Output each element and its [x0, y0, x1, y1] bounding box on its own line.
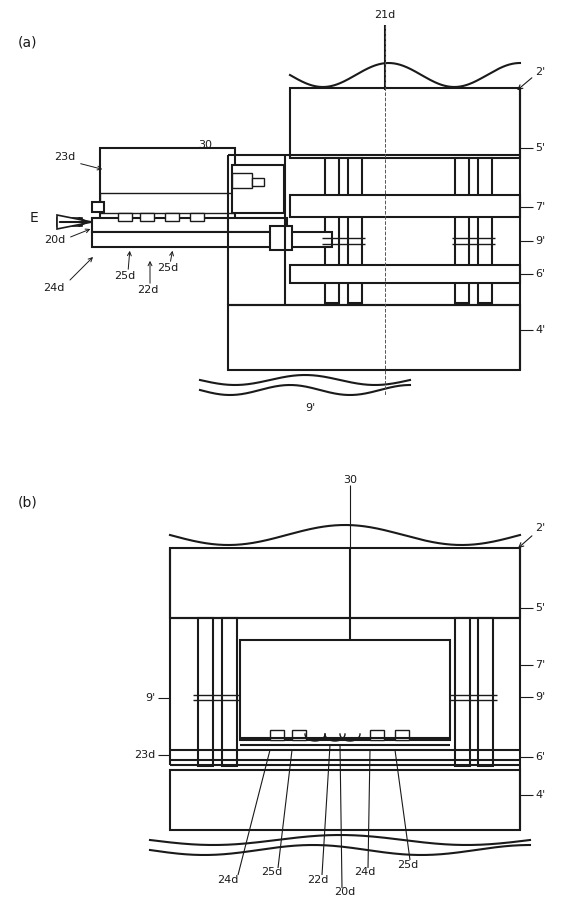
- Bar: [222, 618, 237, 766]
- Bar: [100, 193, 235, 213]
- Bar: [240, 640, 450, 740]
- Text: 24d: 24d: [44, 283, 65, 293]
- Bar: [92, 232, 332, 247]
- Bar: [100, 148, 235, 238]
- Text: 24d: 24d: [217, 875, 238, 885]
- Text: 5': 5': [535, 603, 545, 613]
- Text: 9': 9': [145, 693, 155, 703]
- Bar: [232, 165, 284, 213]
- Bar: [140, 213, 154, 221]
- Text: 9': 9': [535, 236, 545, 246]
- Text: 25d: 25d: [261, 867, 283, 877]
- Bar: [190, 213, 204, 221]
- Bar: [198, 618, 213, 766]
- Bar: [370, 730, 384, 740]
- Text: 9': 9': [535, 692, 545, 702]
- Text: 20d: 20d: [335, 887, 356, 897]
- Bar: [478, 618, 493, 766]
- Text: (b): (b): [18, 495, 38, 509]
- Bar: [170, 770, 520, 830]
- Text: 5': 5': [535, 143, 545, 153]
- Polygon shape: [57, 215, 92, 229]
- Text: E: E: [30, 211, 38, 225]
- Bar: [395, 730, 409, 740]
- Bar: [270, 226, 292, 250]
- Bar: [455, 618, 470, 766]
- Text: 22d: 22d: [307, 875, 329, 885]
- Text: 25d: 25d: [157, 263, 178, 273]
- Text: 21d: 21d: [374, 10, 396, 20]
- Text: (a): (a): [18, 35, 37, 49]
- Text: 4': 4': [535, 325, 545, 335]
- Bar: [292, 730, 306, 740]
- Bar: [455, 158, 469, 303]
- Text: 24d: 24d: [354, 867, 375, 877]
- Text: 22d: 22d: [138, 285, 159, 295]
- Text: 25d: 25d: [114, 271, 136, 281]
- Text: 2': 2': [535, 67, 545, 77]
- Text: 6': 6': [535, 269, 545, 279]
- Text: 7': 7': [535, 660, 545, 670]
- Bar: [290, 195, 520, 217]
- Bar: [92, 202, 104, 212]
- Text: 7': 7': [535, 202, 545, 212]
- Bar: [170, 548, 520, 618]
- Polygon shape: [57, 218, 82, 226]
- Text: 30: 30: [198, 140, 212, 150]
- Text: 30: 30: [343, 475, 357, 485]
- Bar: [92, 218, 287, 232]
- Bar: [232, 173, 252, 188]
- Text: 9': 9': [305, 403, 315, 413]
- Bar: [478, 158, 492, 303]
- Bar: [325, 158, 339, 303]
- Text: 23d: 23d: [54, 152, 75, 162]
- Text: 4': 4': [535, 790, 545, 800]
- Bar: [290, 265, 520, 283]
- Bar: [228, 305, 520, 370]
- Text: 23d: 23d: [134, 750, 155, 760]
- Bar: [165, 213, 179, 221]
- Bar: [270, 730, 284, 740]
- Text: 6': 6': [535, 752, 545, 762]
- Bar: [290, 88, 520, 158]
- Bar: [252, 178, 264, 186]
- Text: 25d: 25d: [398, 860, 419, 870]
- Bar: [118, 213, 132, 221]
- Text: 2': 2': [535, 523, 545, 533]
- Bar: [348, 158, 362, 303]
- Text: 20d: 20d: [44, 235, 65, 245]
